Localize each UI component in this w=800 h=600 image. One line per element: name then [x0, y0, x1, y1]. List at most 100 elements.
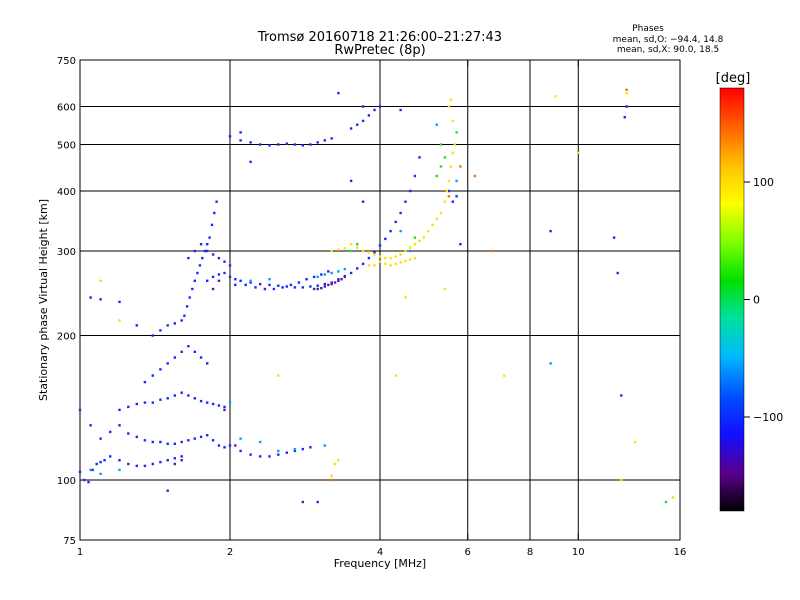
data-point	[337, 248, 340, 251]
data-point	[217, 256, 221, 260]
x-tick-label: 16	[674, 547, 687, 558]
data-point	[418, 239, 421, 242]
data-point	[203, 249, 206, 253]
data-point	[453, 143, 456, 146]
data-point	[166, 489, 169, 492]
data-point	[349, 127, 353, 130]
data-point	[330, 282, 333, 286]
data-point	[187, 439, 190, 442]
data-point	[323, 285, 326, 288]
data-point	[289, 283, 293, 287]
data-point	[389, 229, 392, 233]
data-point	[228, 264, 232, 267]
data-point	[199, 399, 203, 403]
data-point	[356, 246, 359, 249]
data-point	[320, 273, 323, 276]
data-point	[455, 195, 458, 198]
data-point	[109, 430, 112, 434]
data-point	[206, 243, 209, 246]
data-point	[89, 424, 92, 427]
data-point	[228, 444, 232, 447]
data-point	[404, 296, 407, 299]
data-point	[223, 260, 226, 263]
data-point	[118, 300, 121, 304]
data-point	[277, 143, 280, 146]
data-point	[623, 116, 626, 119]
data-point	[249, 160, 252, 164]
data-point	[378, 105, 382, 108]
data-point	[127, 405, 130, 409]
data-point	[151, 334, 154, 337]
data-point	[259, 143, 262, 146]
data-point	[399, 229, 402, 233]
data-point	[239, 139, 242, 142]
x-axis-label: Frequency [MHz]	[334, 557, 426, 570]
data-point	[549, 362, 552, 365]
chart-subtitle: RwPretec (8p)	[334, 43, 425, 58]
data-point	[330, 271, 333, 275]
data-point	[228, 401, 232, 404]
data-point	[620, 478, 623, 482]
data-point	[206, 279, 209, 282]
data-point	[361, 249, 365, 253]
data-point	[349, 271, 353, 275]
data-point	[389, 264, 392, 267]
y-tick-label: 600	[57, 103, 76, 114]
data-point	[473, 174, 476, 178]
data-point	[413, 243, 417, 246]
data-point	[343, 267, 346, 271]
data-point	[549, 229, 552, 233]
data-point	[340, 278, 343, 281]
data-point	[268, 283, 271, 287]
data-point	[455, 179, 458, 183]
data-point	[78, 470, 82, 474]
data-point	[373, 264, 376, 267]
data-point	[239, 279, 242, 282]
data-point	[193, 397, 196, 400]
data-point	[206, 362, 209, 365]
data-point	[447, 195, 451, 198]
data-point	[337, 279, 340, 282]
data-point	[191, 287, 194, 291]
data-point	[166, 362, 169, 365]
data-point	[409, 258, 412, 261]
data-point	[435, 174, 438, 178]
data-point	[211, 275, 215, 279]
data-point	[356, 243, 359, 246]
colorbar-label: [deg]	[716, 71, 751, 86]
data-point	[208, 236, 211, 239]
data-point	[166, 442, 169, 445]
data-point	[612, 236, 616, 239]
data-point	[554, 95, 557, 98]
data-point	[118, 468, 121, 472]
data-point	[413, 236, 417, 239]
data-point	[173, 356, 176, 359]
data-point	[330, 281, 333, 284]
data-point	[451, 200, 454, 203]
data-point	[180, 350, 183, 353]
data-point	[89, 296, 92, 299]
data-point	[316, 141, 319, 144]
data-point	[293, 286, 297, 289]
data-point	[118, 459, 121, 462]
data-point	[459, 243, 462, 246]
data-point	[159, 368, 162, 371]
data-point	[399, 211, 402, 215]
data-point	[199, 356, 203, 359]
data-point	[323, 273, 326, 276]
data-point	[356, 123, 359, 126]
data-point	[173, 442, 176, 445]
data-point	[404, 200, 407, 203]
data-point	[99, 298, 102, 301]
data-point	[327, 270, 330, 273]
data-point	[78, 408, 82, 412]
data-point	[151, 401, 154, 404]
data-point	[349, 249, 353, 253]
data-point	[268, 144, 271, 147]
data-point	[409, 249, 412, 253]
data-point	[211, 439, 215, 442]
data-point	[109, 455, 112, 458]
data-point	[185, 305, 189, 308]
data-point	[384, 262, 387, 266]
data-point	[159, 329, 162, 332]
